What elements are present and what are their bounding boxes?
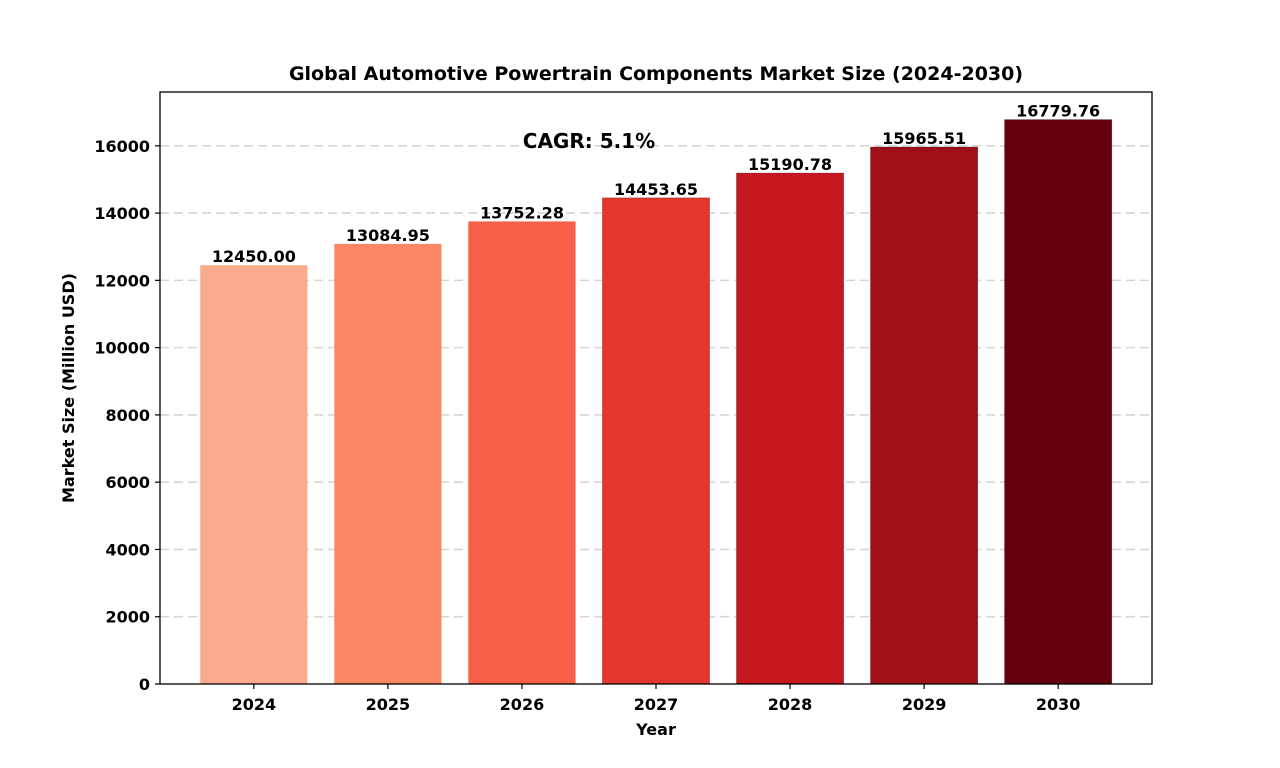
y-tick-label: 6000	[105, 473, 150, 492]
bar-2030	[1004, 119, 1113, 685]
x-tick-label: 2028	[768, 695, 813, 714]
bar-2029	[870, 146, 979, 685]
data-label-2027: 14453.65	[614, 180, 698, 199]
x-axis-ticks: 2024 2025 2026 2027 2028 2029 2030	[232, 684, 1081, 714]
bars	[200, 119, 1113, 685]
y-tick-label: 16000	[94, 137, 150, 156]
chart-title: Global Automotive Powertrain Components …	[289, 63, 1023, 85]
x-tick-label: 2024	[232, 695, 277, 714]
x-tick-label: 2026	[500, 695, 545, 714]
data-label-2026: 13752.28	[480, 203, 564, 222]
y-tick-label: 12000	[94, 271, 150, 290]
data-label-2028: 15190.78	[748, 155, 832, 174]
cagr-annotation: CAGR: 5.1%	[523, 129, 655, 153]
bar-2028	[736, 172, 844, 685]
y-tick-label: 10000	[94, 339, 150, 358]
data-label-2030: 16779.76	[1016, 102, 1100, 121]
y-tick-label: 0	[139, 675, 150, 694]
bar-2024	[200, 265, 308, 684]
y-axis-label: Market Size (Million USD)	[59, 273, 78, 503]
y-tick-label: 2000	[105, 608, 150, 627]
data-labels: 12450.00 13084.95 13752.28 14453.65 15190.78…	[212, 102, 1100, 267]
x-tick-label: 2025	[366, 695, 411, 714]
x-tick-label: 2027	[634, 695, 679, 714]
bar-2025	[334, 243, 442, 684]
y-axis-ticks: 0 2000 4000 6000 8000 10000 12000 14000 16000	[94, 137, 160, 694]
data-label-2025: 13084.95	[346, 226, 430, 245]
bar-2026	[468, 221, 576, 684]
x-tick-label: 2030	[1036, 695, 1081, 714]
x-tick-label: 2029	[902, 695, 947, 714]
data-label-2024: 12450.00	[212, 247, 296, 266]
x-axis-label: Year	[635, 720, 676, 739]
bar-2027	[602, 197, 710, 685]
y-tick-label: 14000	[94, 204, 150, 223]
y-tick-label: 8000	[105, 406, 150, 425]
data-label-2029: 15965.51	[882, 129, 966, 148]
y-tick-label: 4000	[105, 540, 150, 559]
